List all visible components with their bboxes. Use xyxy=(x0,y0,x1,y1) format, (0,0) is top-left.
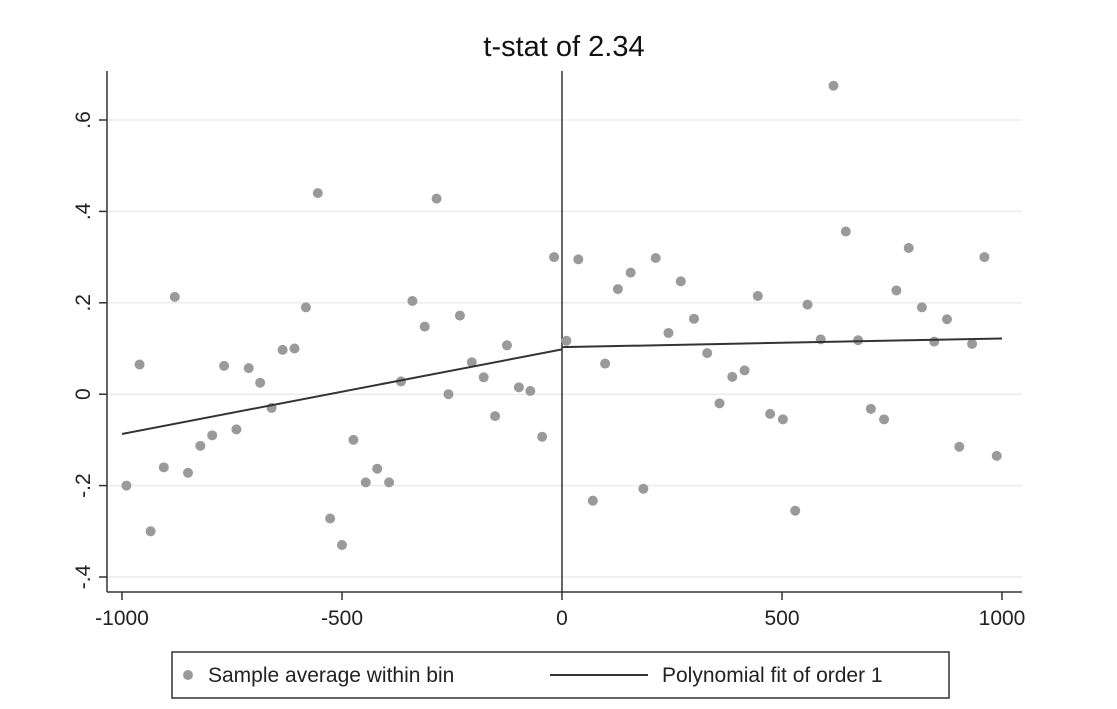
data-point xyxy=(549,252,560,263)
y-tick-label: -.2 xyxy=(72,473,95,498)
data-point xyxy=(840,226,851,237)
data-point xyxy=(231,424,242,435)
data-point xyxy=(407,295,418,306)
data-point xyxy=(929,336,940,347)
data-point xyxy=(525,386,536,397)
chart-title: t-stat of 2.34 xyxy=(483,31,644,63)
data-point xyxy=(121,480,132,491)
data-point xyxy=(891,285,902,296)
x-tick-label: -500 xyxy=(321,607,363,630)
data-point xyxy=(372,463,383,474)
data-point xyxy=(348,434,359,445)
x-tick-label: 500 xyxy=(764,607,799,630)
data-point xyxy=(219,360,230,371)
grid-lines xyxy=(108,119,1022,578)
data-point xyxy=(502,340,512,351)
axes: -.4 -.2 0 .2 .4 .6 -1000 -500 0 500 1000 xyxy=(72,71,1025,630)
data-point xyxy=(663,327,674,338)
data-point xyxy=(991,450,1002,461)
data-point xyxy=(802,299,813,310)
data-point xyxy=(466,357,477,368)
data-point xyxy=(207,430,218,441)
x-tick-label: -1000 xyxy=(95,607,149,630)
y-tick-label: -.4 xyxy=(72,564,95,589)
data-point xyxy=(739,365,750,376)
data-point xyxy=(289,343,300,354)
data-point xyxy=(300,302,311,313)
data-point xyxy=(183,467,193,478)
y-tick-label: 0 xyxy=(72,388,95,400)
data-point xyxy=(419,321,430,332)
data-point xyxy=(675,276,686,287)
data-point xyxy=(513,382,524,393)
data-point xyxy=(625,267,636,278)
data-point xyxy=(903,242,914,253)
data-point xyxy=(360,477,371,488)
data-point xyxy=(169,291,180,302)
data-point xyxy=(312,188,323,199)
data-point xyxy=(454,310,465,321)
data-point xyxy=(277,344,288,355)
data-point xyxy=(879,414,890,425)
data-point xyxy=(587,495,598,506)
data-point xyxy=(916,302,927,313)
fit-line-segment xyxy=(121,348,563,435)
data-point xyxy=(337,540,347,551)
data-point xyxy=(443,389,454,400)
legend: Sample average within bin Polynomial fit… xyxy=(171,651,950,699)
data-point xyxy=(134,359,145,370)
data-point xyxy=(600,358,611,369)
data-point xyxy=(145,526,156,537)
data-point xyxy=(478,372,489,383)
data-point xyxy=(942,314,952,325)
data-point xyxy=(650,253,661,264)
data-point xyxy=(853,335,864,346)
data-point xyxy=(490,411,501,422)
data-point xyxy=(967,338,978,349)
fit-lines xyxy=(121,337,1003,435)
y-tick-label: .4 xyxy=(72,202,95,220)
y-tick-label: .6 xyxy=(72,111,95,129)
x-tick-label: 0 xyxy=(556,607,568,630)
data-point xyxy=(752,290,763,301)
legend-marker-scatter xyxy=(183,670,193,680)
data-point xyxy=(865,403,876,414)
data-point xyxy=(561,335,572,346)
scatter-points xyxy=(121,80,1002,551)
data-point xyxy=(689,313,699,324)
data-point xyxy=(573,254,584,265)
data-point xyxy=(777,414,788,425)
legend-label-line: Polynomial fit of order 1 xyxy=(662,664,883,687)
data-point xyxy=(612,284,623,295)
data-point xyxy=(537,431,548,442)
x-tick-label: 1000 xyxy=(979,607,1026,630)
plot-frame: t-stat of 2.34 -.4 -.2 0 .2 .4 .6 -1000 -500 0 50… xyxy=(38,0,1044,709)
data-point xyxy=(195,440,206,451)
data-point xyxy=(702,348,713,359)
data-point xyxy=(638,483,649,494)
data-point xyxy=(979,252,990,263)
data-point xyxy=(384,477,395,488)
data-point xyxy=(325,513,336,524)
data-point xyxy=(790,505,801,516)
legend-label-scatter: Sample average within bin xyxy=(208,664,454,687)
data-point xyxy=(158,462,169,473)
y-tick-label: .2 xyxy=(72,294,95,312)
scatter-chart: t-stat of 2.34 -.4 -.2 0 .2 .4 .6 -1000 -500 0 50… xyxy=(72,31,1025,699)
data-point xyxy=(954,441,965,452)
fit-line-segment xyxy=(561,337,1003,349)
data-point xyxy=(828,80,839,91)
data-point xyxy=(727,371,738,382)
data-point xyxy=(255,377,266,388)
data-point xyxy=(765,408,776,419)
data-point xyxy=(243,363,254,374)
data-point xyxy=(714,398,725,409)
data-point xyxy=(431,193,442,204)
